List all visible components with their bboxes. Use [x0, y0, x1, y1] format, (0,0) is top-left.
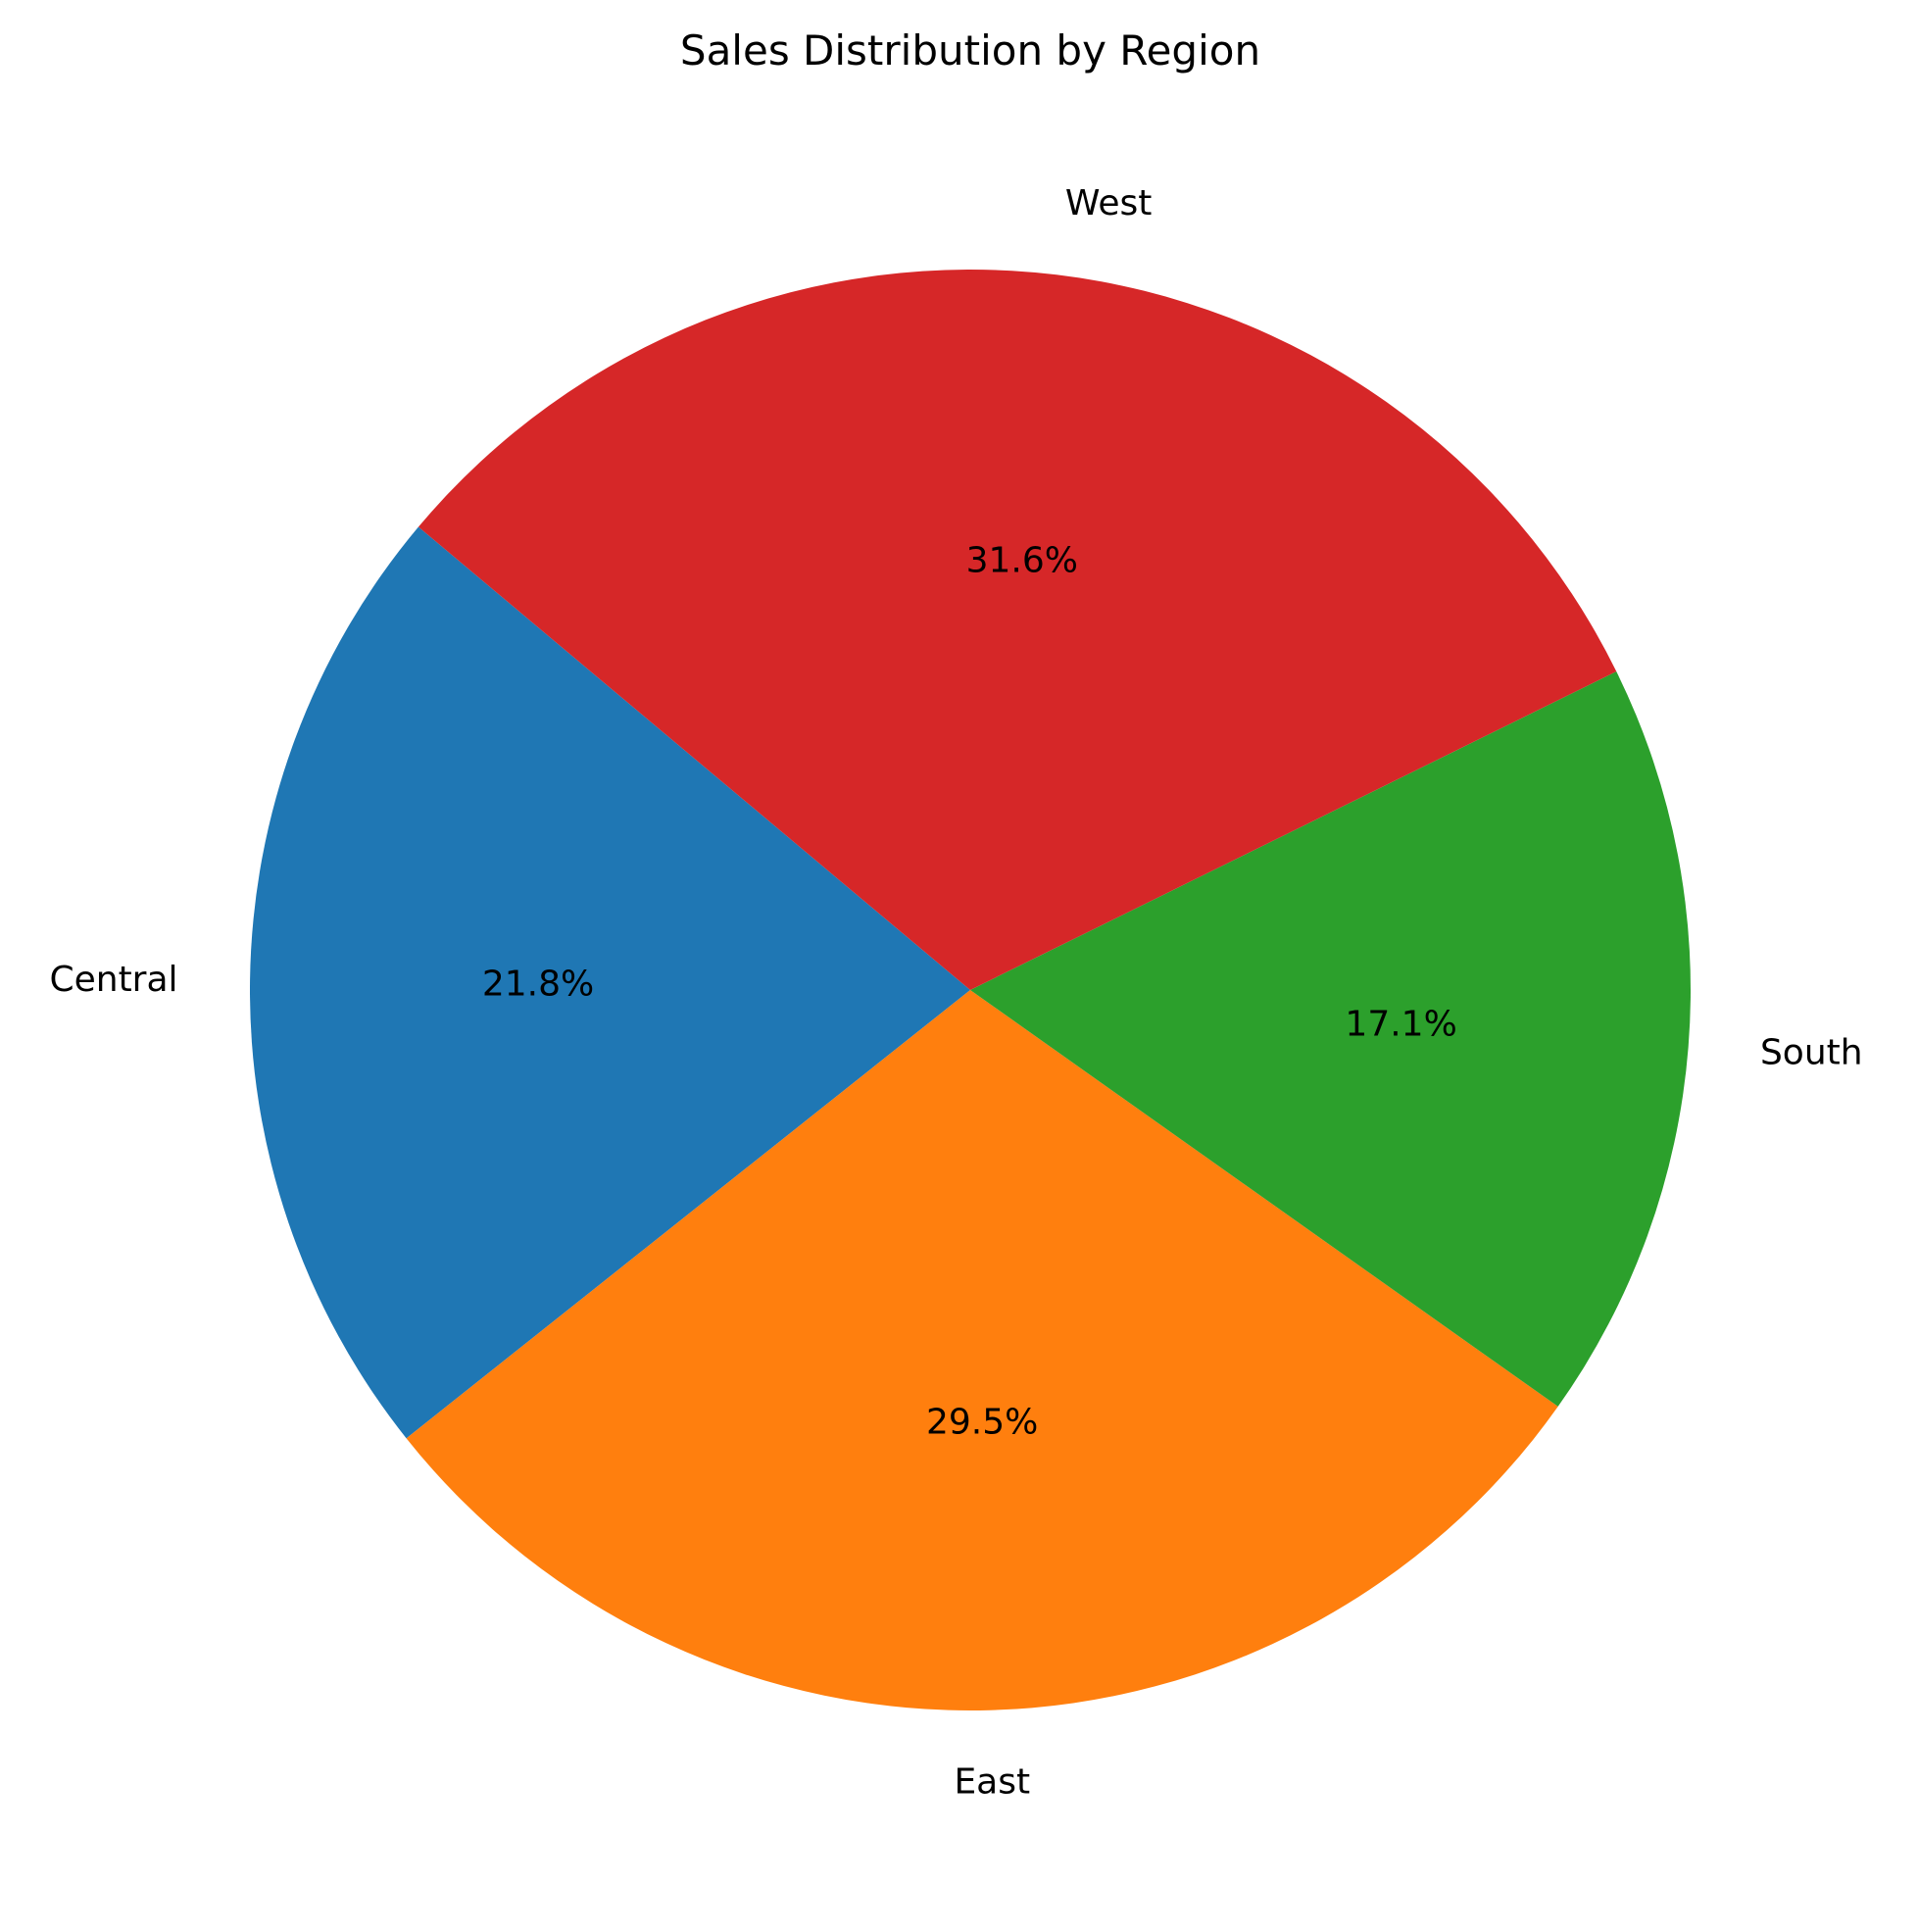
percent-label-central: 21.8% [482, 965, 594, 1005]
chart-title: Sales Distribution by Region [680, 26, 1260, 74]
percent-label-south: 17.1% [1345, 1004, 1456, 1044]
pie-slice-west [418, 270, 1617, 991]
percent-labels: 21.8% 29.5% 17.1% 31.6% [482, 541, 1457, 1443]
category-label-east: East [954, 1762, 1030, 1803]
pie-slice-south [970, 671, 1691, 1407]
percent-label-east: 29.5% [926, 1402, 1038, 1442]
category-labels: Central East South West [49, 183, 1862, 1803]
category-label-west: West [1065, 183, 1153, 223]
pie-slice-central [250, 526, 971, 1439]
pie-slices [250, 270, 1691, 1711]
pie-slice-east [406, 990, 1558, 1711]
percent-label-west: 31.6% [966, 541, 1078, 581]
category-label-central: Central [49, 960, 177, 1000]
category-label-south: South [1760, 1032, 1863, 1072]
